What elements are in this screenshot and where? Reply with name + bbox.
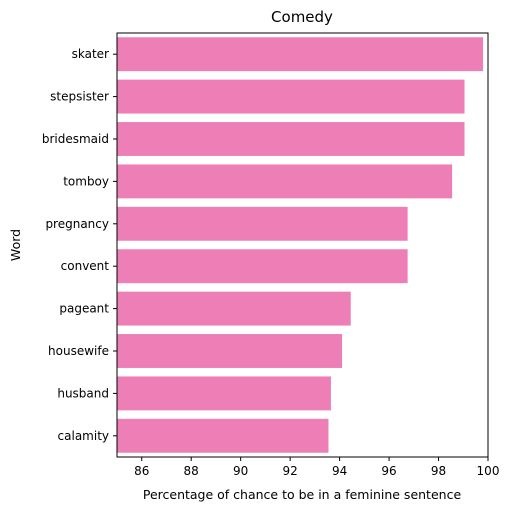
y-tick-label: pregnancy bbox=[45, 217, 109, 231]
y-tick-label: convent bbox=[61, 259, 110, 273]
x-axis-ticks: 86 88 90 92 94 96 98 100 bbox=[134, 457, 499, 478]
bar-bridesmaid bbox=[117, 122, 465, 156]
x-tick-label: 90 bbox=[233, 464, 248, 478]
y-tick-label: tomboy bbox=[63, 174, 109, 188]
bar-calamity bbox=[117, 419, 328, 453]
y-tick-label: skater bbox=[72, 47, 109, 61]
bar-stepsister bbox=[117, 80, 465, 114]
bar-husband bbox=[117, 376, 331, 410]
bar-pageant bbox=[117, 292, 351, 326]
chart-title: Comedy bbox=[271, 8, 333, 26]
bars-group bbox=[117, 37, 483, 453]
y-tick-label: bridesmaid bbox=[42, 132, 109, 146]
x-tick-label: 98 bbox=[431, 464, 446, 478]
x-tick-label: 96 bbox=[381, 464, 396, 478]
y-axis-label: Word bbox=[8, 229, 23, 261]
bar-skater bbox=[117, 37, 483, 71]
y-axis-ticks: skater stepsister bridesmaid tomboy pregnanc… bbox=[42, 47, 117, 443]
y-tick-label: housewife bbox=[48, 344, 109, 358]
x-tick-label: 94 bbox=[332, 464, 347, 478]
y-tick-label: calamity bbox=[58, 429, 109, 443]
x-tick-label: 86 bbox=[134, 464, 149, 478]
x-tick-label: 92 bbox=[282, 464, 297, 478]
x-tick-label: 100 bbox=[477, 464, 500, 478]
bar-tomboy bbox=[117, 164, 452, 198]
y-tick-label: husband bbox=[57, 386, 109, 400]
x-tick-label: 88 bbox=[184, 464, 199, 478]
bar-convent bbox=[117, 249, 408, 283]
x-axis-label: Percentage of chance to be in a feminine… bbox=[143, 487, 462, 502]
y-tick-label: stepsister bbox=[50, 90, 109, 104]
y-tick-label: pageant bbox=[59, 302, 109, 316]
bar-pregnancy bbox=[117, 207, 408, 241]
bar-housewife bbox=[117, 334, 342, 368]
